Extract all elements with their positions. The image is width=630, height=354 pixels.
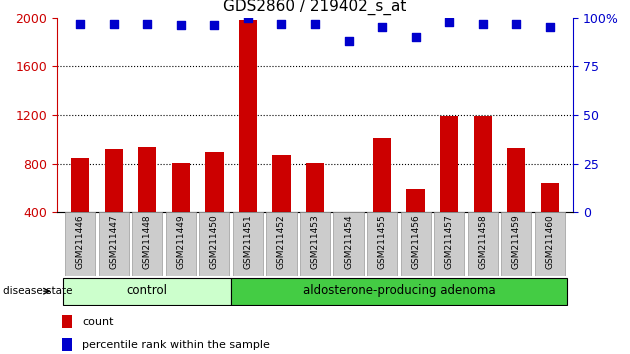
Bar [373,138,391,261]
FancyBboxPatch shape [65,212,95,276]
FancyBboxPatch shape [166,212,196,276]
Point [377,24,387,30]
FancyBboxPatch shape [233,212,263,276]
Text: GSM211449: GSM211449 [176,214,185,269]
FancyBboxPatch shape [231,278,566,305]
Point [142,21,152,26]
Text: GSM211451: GSM211451 [243,214,253,269]
Point [209,23,219,28]
Bar [507,148,525,261]
Bar [340,213,358,261]
Bar [62,338,72,351]
Text: percentile rank within the sample: percentile rank within the sample [82,340,270,350]
Text: GSM211455: GSM211455 [377,214,387,269]
FancyBboxPatch shape [401,212,431,276]
Text: GSM211446: GSM211446 [76,214,84,269]
Bar [171,162,190,261]
Point [444,19,454,24]
Bar [205,152,224,261]
Text: aldosterone-producing adenoma: aldosterone-producing adenoma [302,284,495,297]
Point [109,21,119,26]
Point [343,38,353,44]
Text: control: control [127,284,168,297]
Point [310,21,320,26]
Text: GSM211454: GSM211454 [344,214,353,269]
Text: disease state: disease state [3,286,72,296]
FancyBboxPatch shape [300,212,330,276]
Bar [306,162,324,261]
Bar [239,20,257,261]
Title: GDS2860 / 219402_s_at: GDS2860 / 219402_s_at [223,0,407,15]
Bar [62,315,72,328]
FancyBboxPatch shape [535,212,565,276]
FancyBboxPatch shape [434,212,464,276]
FancyBboxPatch shape [501,212,531,276]
Point [75,21,85,26]
FancyBboxPatch shape [64,278,231,305]
Bar [406,189,425,261]
Text: GSM211448: GSM211448 [143,214,152,269]
Point [277,21,287,26]
Text: GSM211457: GSM211457 [445,214,454,269]
Bar [71,158,89,261]
Bar [541,183,559,261]
Text: GSM211459: GSM211459 [512,214,521,269]
FancyBboxPatch shape [132,212,163,276]
Point [478,21,488,26]
Text: GSM211447: GSM211447 [109,214,118,269]
Text: count: count [82,317,113,327]
FancyBboxPatch shape [367,212,397,276]
FancyBboxPatch shape [199,212,229,276]
Bar [138,147,156,261]
Point [511,21,521,26]
Text: GSM211450: GSM211450 [210,214,219,269]
Text: GSM211456: GSM211456 [411,214,420,269]
FancyBboxPatch shape [266,212,297,276]
Text: GSM211458: GSM211458 [478,214,487,269]
Text: GSM211452: GSM211452 [277,214,286,269]
Bar [105,149,123,261]
Bar [440,116,459,261]
Bar [272,155,290,261]
Point [411,34,421,40]
FancyBboxPatch shape [467,212,498,276]
Point [545,24,555,30]
FancyBboxPatch shape [333,212,364,276]
Point [243,15,253,21]
Point [176,23,186,28]
Text: GSM211453: GSM211453 [311,214,319,269]
Bar [474,116,492,261]
Text: GSM211460: GSM211460 [546,214,554,269]
FancyBboxPatch shape [99,212,129,276]
